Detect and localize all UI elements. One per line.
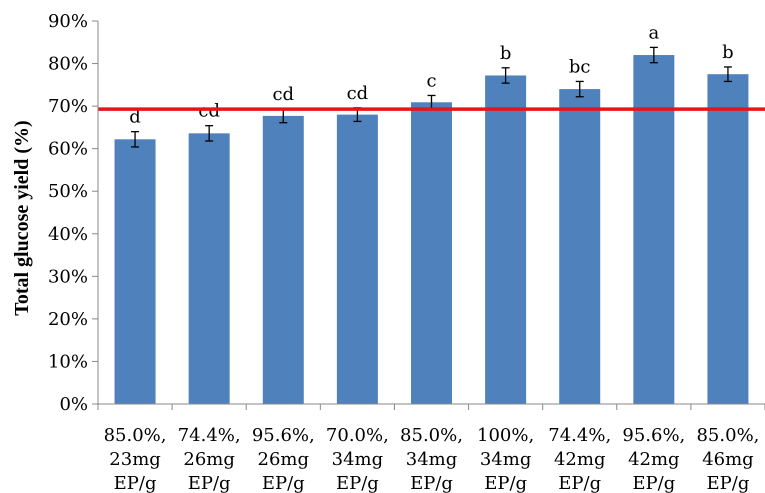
y-tick-label: 0% [59,394,88,415]
x-tick-label: 74.4%, [178,425,241,446]
x-tick-label: 74.4%, [548,425,611,446]
x-tick-label: 46mg [702,449,754,470]
significance-label: bc [569,56,591,77]
significance-label: cd [198,101,220,122]
x-tick-label: EP/g [558,473,601,493]
significance-label: c [426,70,436,91]
bar [188,133,230,404]
axes [97,21,765,410]
significance-label: cd [272,84,294,105]
significance-label: d [129,107,141,128]
x-tick-label: 42mg [628,449,680,470]
x-tick-label: 26mg [258,449,310,470]
y-tick-label: 60% [48,139,88,160]
x-tick-label: 100%, [477,425,534,446]
x-tick-label: 70.0%, [326,425,389,446]
bar [707,74,749,404]
x-tick-label: EP/g [707,473,750,493]
x-axis-labels: 85.0%, 23mg EP/g 74.4%, 26mg EP/g 95.6%, 26mg EP… [104,425,760,493]
bar [559,89,601,404]
y-tick-label: 20% [48,309,88,330]
bar [633,55,675,405]
significance-label: a [648,22,659,43]
x-tick-label: 23mg [109,449,161,470]
x-tick-label: EP/g [632,473,675,493]
y-tick-label: 50% [48,181,88,202]
x-tick-label: 34mg [480,449,532,470]
x-tick-label: 95.6%, [252,425,315,446]
x-tick-label: EP/g [262,473,305,493]
significance-label: b [500,43,512,64]
y-axis-title: Total glucose yield (%) [11,120,33,315]
bar [262,115,304,404]
x-tick-label: 26mg [183,449,235,470]
x-tick-label: 95.6%, [622,425,685,446]
bar [336,114,378,404]
significance-labels: d cd cd cd c b bc a b [129,22,733,127]
x-tick-label: 85.0%, [400,425,463,446]
y-tick-label: 40% [48,224,88,245]
y-tick-label: 80% [48,54,88,75]
x-tick-label: 85.0%, [696,425,759,446]
x-tick-label: 42mg [554,449,606,470]
x-tick-label: EP/g [410,473,453,493]
bar [114,139,156,404]
y-tick-label: 10% [48,351,88,372]
x-tick-label: EP/g [484,473,527,493]
x-tick-label: EP/g [188,473,231,493]
x-tick-label: EP/g [336,473,379,493]
x-tick-label: 34mg [406,449,458,470]
y-axis: 0% 10% 20% 30% 40% 50% 60% 70% 80% 90% [48,11,98,415]
significance-label: b [722,42,734,63]
bars-group [114,55,749,405]
x-tick-label: 85.0%, [104,425,167,446]
bar [485,75,527,405]
y-tick-label: 30% [48,266,88,287]
x-tick-label: 34mg [332,449,384,470]
bar [411,102,452,404]
significance-label: cd [347,83,369,104]
y-tick-label: 90% [48,11,88,32]
y-tick-label: 70% [48,96,88,117]
x-tick-label: EP/g [114,473,157,493]
